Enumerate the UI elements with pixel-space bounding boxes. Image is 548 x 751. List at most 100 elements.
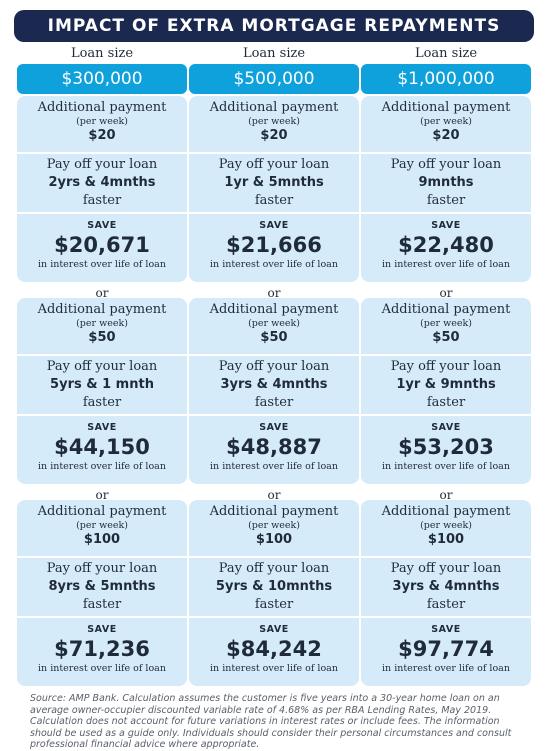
interest-note: in interest over life of loan [210, 663, 338, 674]
additional-payment-section: Additional payment (per week) $100 [361, 500, 531, 554]
payoff-label: Pay off your loan [46, 157, 158, 172]
scenario-card: Additional payment (per week) $100 Pay off … [189, 500, 359, 686]
saving-amount: $21,666 [226, 233, 322, 257]
payoff-time: 1yr & 9mnths [396, 377, 496, 392]
payment-amount: $50 [88, 330, 116, 345]
interest-note: in interest over life of loan [38, 259, 166, 270]
scenario-card: Additional payment (per week) $50 Pay off y… [17, 298, 187, 484]
payoff-time: 9mnths [418, 175, 474, 190]
additional-payment-label: Additional payment [381, 100, 511, 115]
scenario-card: Additional payment (per week) $50 Pay off y… [361, 298, 531, 484]
scenario-card: Additional payment (per week) $20 Pay off y… [361, 96, 531, 282]
saving-amount: $53,203 [398, 435, 494, 459]
saving-amount: $22,480 [398, 233, 494, 257]
loan-size-value: $500,000 [189, 64, 359, 94]
saving-section: SAVE $97,774 in interest over life of loan [361, 616, 531, 686]
faster-label: faster [426, 395, 466, 410]
payoff-time: 5yrs & 10mnths [215, 579, 333, 594]
additional-payment-label: Additional payment [37, 302, 167, 317]
additional-payment-label: Additional payment [381, 504, 511, 519]
payoff-time: 3yrs & 4mnths [220, 377, 328, 392]
save-label: SAVE [431, 422, 461, 433]
save-label: SAVE [87, 220, 117, 231]
save-label: SAVE [87, 422, 117, 433]
save-label: SAVE [87, 624, 117, 635]
interest-note: in interest over life of loan [382, 663, 510, 674]
saving-section: SAVE $22,480 in interest over life of loan [361, 212, 531, 282]
additional-payment-section: Additional payment (per week) $20 [17, 96, 187, 150]
payoff-section: Pay off your loan 9mnths faster [361, 152, 531, 212]
payoff-time: 1yr & 5mnths [224, 175, 324, 190]
payment-amount: $100 [83, 532, 121, 547]
saving-amount: $20,671 [54, 233, 150, 257]
payment-amount: $100 [427, 532, 465, 547]
faster-label: faster [254, 395, 294, 410]
payoff-label: Pay off your loan [218, 359, 330, 374]
save-label: SAVE [259, 624, 289, 635]
saving-amount: $84,242 [226, 637, 322, 661]
interest-note: in interest over life of loan [38, 461, 166, 472]
payoff-time: 5yrs & 1 mnth [50, 377, 154, 392]
payoff-label: Pay off your loan [46, 359, 158, 374]
payoff-label: Pay off your loan [390, 359, 502, 374]
payoff-time: 2yrs & 4mnths [48, 175, 156, 190]
loan-column: Loan size $300,000 Additional payment (per … [17, 44, 187, 686]
saving-amount: $48,887 [226, 435, 322, 459]
payoff-section: Pay off your loan 5yrs & 1 mnth faster [17, 354, 187, 414]
saving-amount: $97,774 [398, 637, 494, 661]
saving-section: SAVE $84,242 in interest over life of loan [189, 616, 359, 686]
payoff-label: Pay off your loan [218, 157, 330, 172]
faster-label: faster [426, 597, 466, 612]
or-separator: or [267, 488, 281, 502]
saving-amount: $71,236 [54, 637, 150, 661]
payoff-section: Pay off your loan 2yrs & 4mnths faster [17, 152, 187, 212]
save-label: SAVE [259, 220, 289, 231]
additional-payment-label: Additional payment [209, 504, 339, 519]
interest-note: in interest over life of loan [382, 259, 510, 270]
saving-section: SAVE $71,236 in interest over life of loan [17, 616, 187, 686]
scenario-card: Additional payment (per week) $100 Pay off … [17, 500, 187, 686]
additional-payment-label: Additional payment [37, 504, 167, 519]
saving-section: SAVE $44,150 in interest over life of loan [17, 414, 187, 484]
payoff-section: Pay off your loan 1yr & 5mnths faster [189, 152, 359, 212]
additional-payment-section: Additional payment (per week) $20 [361, 96, 531, 150]
per-week-label: (per week) [76, 318, 128, 329]
scenario-card: Additional payment (per week) $20 Pay off y… [189, 96, 359, 282]
loan-size-value: $300,000 [17, 64, 187, 94]
save-label: SAVE [431, 624, 461, 635]
interest-note: in interest over life of loan [382, 461, 510, 472]
loan-size-label: Loan size [242, 46, 306, 61]
saving-amount: $44,150 [54, 435, 150, 459]
faster-label: faster [254, 597, 294, 612]
additional-payment-section: Additional payment (per week) $100 [17, 500, 187, 554]
payoff-label: Pay off your loan [46, 561, 158, 576]
source-note: Source: AMP Bank. Calculation assumes th… [30, 693, 512, 750]
or-separator: or [267, 286, 281, 300]
faster-label: faster [82, 193, 122, 208]
saving-section: SAVE $53,203 in interest over life of loan [361, 414, 531, 484]
additional-payment-section: Additional payment (per week) $50 [361, 298, 531, 352]
payoff-section: Pay off your loan 5yrs & 10mnths faster [189, 556, 359, 616]
saving-section: SAVE $48,887 in interest over life of loan [189, 414, 359, 484]
scenario-card: Additional payment (per week) $20 Pay off y… [17, 96, 187, 282]
additional-payment-label: Additional payment [209, 302, 339, 317]
interest-note: in interest over life of loan [210, 259, 338, 270]
loan-size-label: Loan size [70, 46, 134, 61]
loan-size-label: Loan size [414, 46, 478, 61]
loan-column: Loan size $500,000 Additional payment (per … [189, 44, 359, 686]
payoff-section: Pay off your loan 3yrs & 4mnths faster [189, 354, 359, 414]
payoff-time: 8yrs & 5mnths [48, 579, 156, 594]
payoff-section: Pay off your loan 1yr & 9mnths faster [361, 354, 531, 414]
faster-label: faster [254, 193, 294, 208]
or-separator: or [439, 488, 453, 502]
per-week-label: (per week) [420, 116, 472, 127]
additional-payment-label: Additional payment [37, 100, 167, 115]
loan-column: Loan size $1,000,000 Additional payment (pe… [361, 44, 531, 686]
saving-section: SAVE $20,671 in interest over life of loan [17, 212, 187, 282]
per-week-label: (per week) [248, 318, 300, 329]
additional-payment-label: Additional payment [209, 100, 339, 115]
save-label: SAVE [431, 220, 461, 231]
interest-note: in interest over life of loan [210, 461, 338, 472]
payment-amount: $20 [432, 128, 460, 143]
payment-amount: $20 [88, 128, 116, 143]
